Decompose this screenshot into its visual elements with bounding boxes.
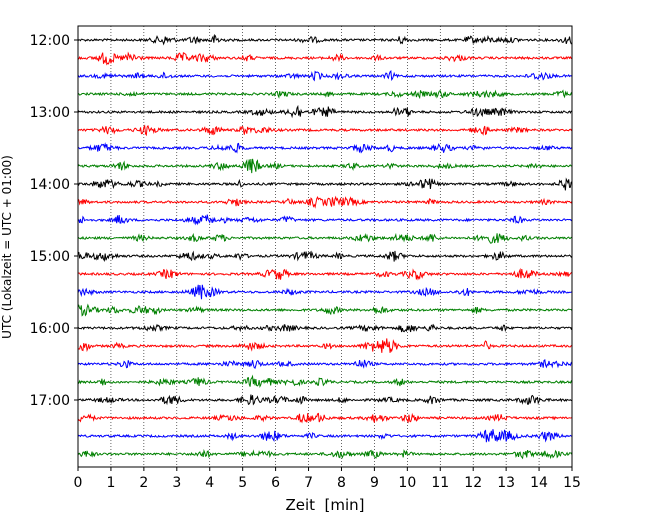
trace-1245 xyxy=(77,89,573,100)
y-axis-label: UTC (Lokalzeit = UTC + 01:00) xyxy=(0,155,14,339)
trace-1330 xyxy=(77,142,573,154)
x-tick-label: 8 xyxy=(337,475,346,491)
trace-1230 xyxy=(77,69,573,82)
trace-1530 xyxy=(77,284,573,300)
x-tick-label: 1 xyxy=(106,475,115,491)
trace-1415 xyxy=(77,195,573,209)
trace-1515 xyxy=(77,267,573,281)
plot-frame xyxy=(77,25,573,468)
x-tick-label: 14 xyxy=(530,475,548,491)
y-tick-label: 13:00 xyxy=(30,105,70,121)
x-tick-label: 11 xyxy=(431,475,449,491)
trace-1430 xyxy=(77,214,573,226)
trace-1730 xyxy=(77,429,573,443)
y-tick-label: 15:00 xyxy=(30,249,70,265)
trace-1445 xyxy=(77,232,573,244)
x-tick-label: 2 xyxy=(139,475,148,491)
trace-1315 xyxy=(77,124,573,137)
y-tick-label: 16:00 xyxy=(30,321,70,337)
x-tick-label: 10 xyxy=(398,475,416,491)
trace-1700 xyxy=(77,394,573,406)
x-axis-label: Zeit [min] xyxy=(285,496,364,514)
trace-1645 xyxy=(77,374,573,389)
x-tick-label: 13 xyxy=(497,475,515,491)
trace-1500 xyxy=(77,250,573,263)
x-axis-ticks: 0 1 2 3 4 5 6 7 8 9 10 11 12 13 14 15 xyxy=(74,467,581,491)
trace-1745 xyxy=(77,448,573,460)
x-tick-label: 12 xyxy=(464,475,482,491)
y-tick-label: 12:00 xyxy=(30,33,70,49)
trace-1615 xyxy=(77,338,573,353)
traces xyxy=(77,33,573,460)
trace-1200 xyxy=(77,33,573,46)
trace-1345 xyxy=(77,158,573,174)
trace-1300 xyxy=(77,104,573,119)
x-tick-label: 6 xyxy=(271,475,280,491)
y-axis-ticks: 12:00 13:00 14:00 15:00 16:00 17:00 xyxy=(30,33,78,409)
trace-1600 xyxy=(77,323,573,333)
x-tick-label: 7 xyxy=(304,475,313,491)
x-tick-label: 9 xyxy=(370,475,379,491)
x-tick-label: 4 xyxy=(205,475,214,491)
trace-1215 xyxy=(77,51,573,66)
x-tick-label: 15 xyxy=(563,475,581,491)
y-tick-label: 17:00 xyxy=(30,393,70,409)
x-tick-label: 3 xyxy=(172,475,181,491)
trace-1630 xyxy=(77,359,573,369)
x-tick-label: 5 xyxy=(238,475,247,491)
trace-1545 xyxy=(77,303,573,317)
trace-1715 xyxy=(77,412,573,424)
y-tick-label: 14:00 xyxy=(30,177,70,193)
trace-1400 xyxy=(77,177,573,191)
x-tick-label: 0 xyxy=(74,475,83,491)
